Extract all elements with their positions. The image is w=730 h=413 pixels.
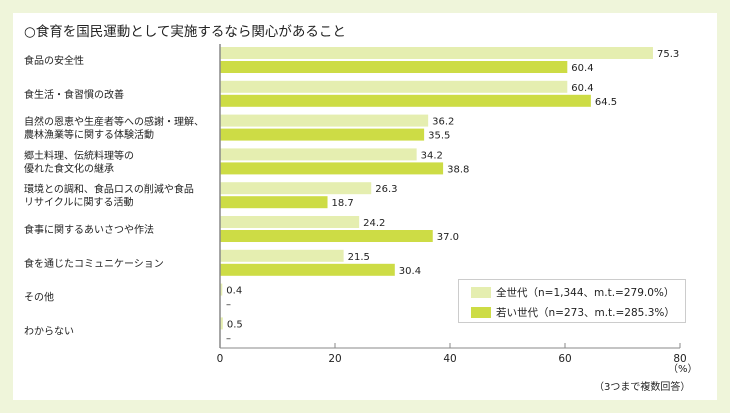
legend-swatch [471,307,491,318]
bar [220,148,417,161]
chart-title: ○食育を国民運動として実施するなら関心があること [24,24,346,40]
bar [220,94,591,107]
data-label: 60.4 [571,63,593,74]
legend-swatch [471,287,491,298]
category-label: 郷土料理、伝統料理等の [24,149,134,162]
legend-item-young: 若い世代（n=273、m.t.=285.3%） [471,305,685,320]
bar [220,317,223,330]
note: （3つまで複数回答） [594,382,691,393]
data-label: 64.5 [595,97,617,108]
category-label: その他 [24,291,54,304]
data-label: 24.2 [363,218,385,229]
bar [220,128,425,141]
bar [220,114,429,127]
data-label: 21.5 [348,252,370,263]
category-label: 自然の恩恵や生産者等への感謝・理解、 [24,115,204,128]
legend-label: 若い世代（n=273、m.t.=285.3%） [496,307,675,319]
category-label: わからない [24,325,74,337]
data-label: 60.4 [571,83,593,94]
category-label: 農林漁業等に関する体験活動 [24,128,154,141]
chart-panel [13,13,717,400]
axis-unit: （%） [668,364,698,375]
category-label: リサイクルに関する活動 [24,196,134,209]
x-tick-label: 40 [443,353,456,365]
data-label: 75.3 [657,49,679,60]
category-label: 食品の安全性 [24,54,84,67]
category-label: 食を通じたコミュニケーション [24,257,164,270]
bar [220,216,360,228]
data-label: – [226,300,231,311]
data-label: 0.4 [226,286,242,297]
bar [220,61,568,73]
data-label: 35.5 [428,131,450,142]
category-label: 環境との調和、食品ロスの削減や食品 [24,183,194,196]
bar [220,182,372,195]
bar [220,196,328,209]
bar [220,47,653,59]
data-label: 37.0 [437,232,459,243]
x-tick-label: 20 [328,353,341,365]
bar [220,249,344,262]
x-tick-label: 80 [673,353,686,365]
data-label: 18.7 [332,198,354,209]
category-label: 優れた食文化の継承 [24,162,114,175]
legend-label: 全世代（n=1,344、m.t.=279.0%） [496,287,675,299]
data-label: 26.3 [375,184,397,195]
data-label: – [226,333,231,344]
bar [220,80,568,93]
x-tick-label: 60 [558,353,571,365]
bar [220,263,395,276]
legend: 全世代（n=1,344、m.t.=279.0%） 若い世代（n=273、m.t.… [458,279,686,323]
data-label: 38.8 [447,164,469,175]
bar [220,162,444,175]
category-label: 食事に関するあいさつや作法 [24,223,154,236]
x-tick-label: 0 [217,353,224,365]
data-label: 30.4 [399,266,421,277]
category-label: 食生活・食習慣の改善 [24,88,124,101]
data-label: 34.2 [421,150,443,161]
data-label: 0.5 [227,319,243,330]
bar [220,283,223,296]
bar [220,230,433,242]
legend-item-all: 全世代（n=1,344、m.t.=279.0%） [471,285,685,300]
data-label: 36.2 [432,117,454,128]
